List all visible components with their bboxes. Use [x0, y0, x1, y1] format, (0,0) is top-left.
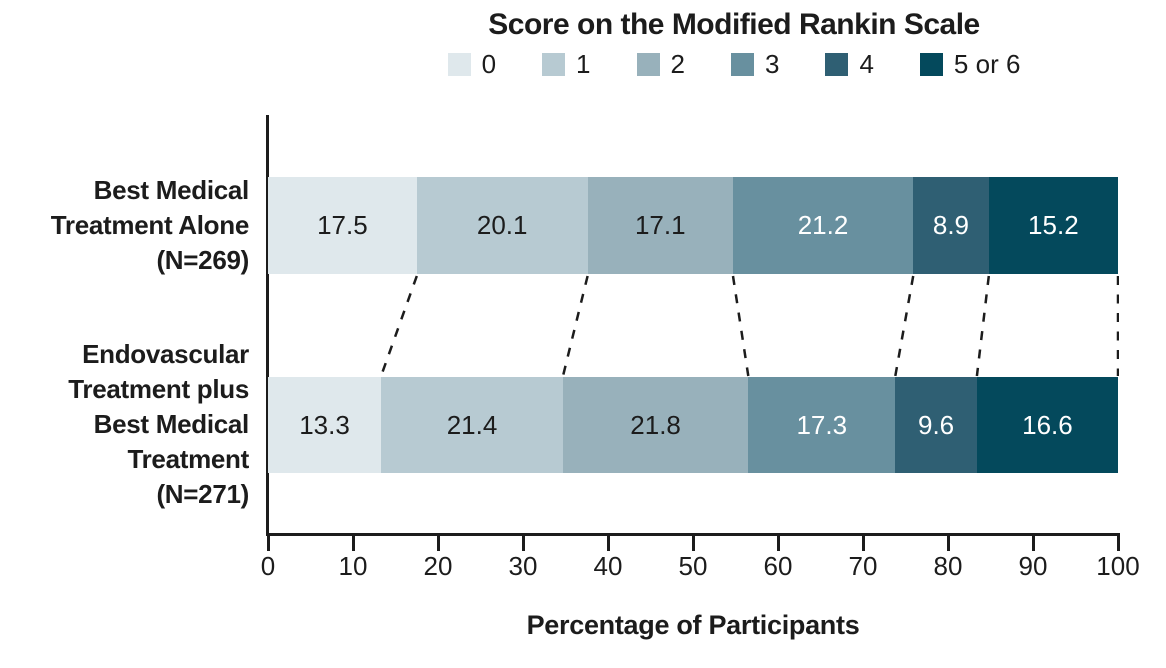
x-tick-label: 80 — [933, 551, 963, 581]
x-tick-label: 0 — [260, 551, 276, 581]
legend-item-2: 2 — [636, 49, 685, 80]
category-label-line: Best Medical — [93, 175, 250, 205]
x-tick — [1116, 536, 1120, 551]
bar-segment-value: 17.1 — [634, 210, 686, 240]
legend-item-4: 4 — [825, 49, 874, 80]
bar-segment-value: 13.3 — [299, 409, 350, 440]
x-tick-label: 70 — [848, 551, 878, 581]
x-tick — [436, 536, 440, 551]
connector-line — [975, 275, 991, 377]
legend-label: 0 — [481, 49, 497, 79]
legend-item-1: 1 — [542, 49, 591, 80]
x-tick — [266, 536, 270, 551]
legend-label: 3 — [764, 49, 780, 79]
connector-line — [894, 275, 915, 377]
x-tick — [691, 536, 695, 551]
x-tick-label: 100 — [1096, 551, 1140, 581]
x-tick-label: 30 — [508, 551, 538, 581]
bar-segment: 13.3 — [268, 377, 382, 473]
bar-segment-value: 9.6 — [918, 409, 955, 440]
bar-segment-value: 15.2 — [1028, 210, 1079, 240]
bar-segment-value: 8.9 — [932, 210, 970, 240]
x-tick — [776, 536, 780, 551]
category-label-line: Treatment — [127, 444, 249, 474]
legend-label: 1 — [576, 49, 591, 79]
x-tick-label: 40 — [593, 551, 623, 581]
bar-segment: 20.1 — [416, 177, 588, 274]
x-tick — [606, 536, 610, 551]
legend-item-3: 3 — [730, 49, 780, 80]
connector-line — [379, 275, 418, 377]
legend-label: 2 — [670, 49, 685, 79]
y-axis-line — [266, 115, 269, 536]
x-tick-label: 20 — [423, 551, 453, 581]
bar-segment: 9.6 — [895, 377, 977, 473]
bar-segment-value: 21.2 — [797, 210, 849, 240]
legend-swatch — [825, 53, 849, 76]
x-tick — [946, 536, 950, 551]
bar-segment: 8.9 — [913, 177, 989, 274]
legend-label: 4 — [859, 49, 874, 79]
legend-swatch — [636, 53, 660, 76]
bar-segment: 21.2 — [732, 177, 914, 274]
bar-segment-value: 16.6 — [1022, 409, 1073, 440]
bar-segment: 21.4 — [381, 377, 563, 473]
x-tick-label: 50 — [678, 551, 708, 581]
x-tick — [861, 536, 865, 551]
x-tick — [1031, 536, 1035, 551]
legend-swatch — [542, 53, 566, 76]
x-axis-label: Percentage of Participants — [526, 610, 860, 640]
category-label-line: Treatment plus — [68, 374, 249, 404]
legend-swatch — [730, 53, 754, 76]
segment-connector-lines — [379, 275, 1119, 377]
bar-segment-value: 21.8 — [630, 409, 681, 440]
bar-segment-value: 20.1 — [476, 210, 528, 240]
category-label-line: Best Medical — [93, 409, 250, 439]
bar-segment: 17.5 — [268, 177, 417, 274]
x-tick-label: 10 — [338, 551, 368, 581]
legend-item-0: 0 — [447, 49, 497, 80]
connector-line — [561, 275, 589, 377]
bar-segment-value: 21.4 — [446, 409, 498, 440]
x-tick-label: 90 — [1018, 551, 1048, 581]
connector-line — [731, 275, 750, 377]
category-label: Endovascular Treatment plus Best Medical Tr… — [0, 337, 249, 512]
bar-segment: 16.6 — [976, 377, 1118, 473]
legend-item-5-or-6: 5 or 6 — [919, 49, 1021, 80]
category-label-line: (N=271) — [156, 479, 249, 509]
category-label-line: Treatment Alone — [50, 210, 250, 240]
legend-label: 5 or 6 — [953, 49, 1021, 79]
bar-segment: 21.8 — [562, 377, 749, 473]
x-axis-line — [266, 533, 1120, 536]
category-label-line: (N=269) — [156, 245, 249, 275]
category-label-line: Endovascular — [82, 339, 249, 369]
bar-segment: 17.1 — [587, 177, 733, 274]
legend: 0 1 2 3 4 5 or 6 — [302, 49, 1166, 80]
x-tick — [521, 536, 525, 551]
bar-row: 17.5 20.1 17.1 21.2 8.9 15.2 — [268, 177, 1118, 274]
bar-segment-value: 17.5 — [317, 210, 368, 240]
bar-segment-value: 17.3 — [796, 409, 848, 440]
x-tick — [351, 536, 355, 551]
bar-segment: 15.2 — [988, 177, 1118, 274]
legend-swatch — [919, 53, 943, 76]
category-label: Best Medical Treatment Alone (N=269) — [0, 173, 250, 278]
chart-title: Score on the Modified Rankin Scale — [488, 8, 980, 41]
bar-segment: 17.3 — [748, 377, 896, 473]
bar-row: 13.3 21.4 21.8 17.3 9.6 16.6 — [268, 377, 1118, 473]
x-tick-label: 60 — [763, 551, 793, 581]
legend-swatch — [447, 53, 471, 76]
